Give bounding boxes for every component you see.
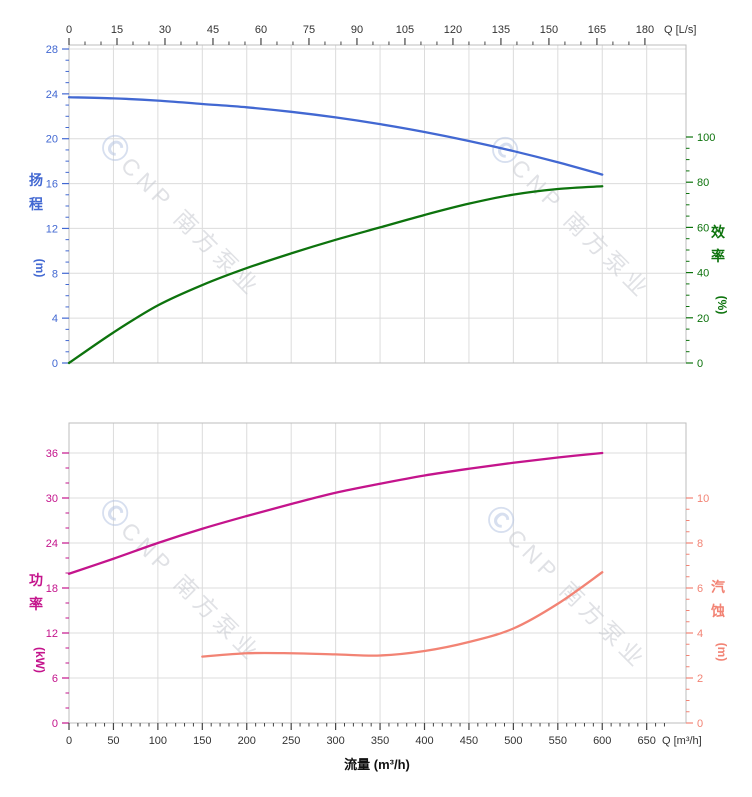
svg-text:200: 200 bbox=[238, 735, 256, 747]
svg-text:135: 135 bbox=[492, 24, 510, 36]
svg-text:105: 105 bbox=[396, 24, 414, 36]
svg-text:350: 350 bbox=[371, 735, 389, 747]
svg-text:(kW): (kW) bbox=[33, 647, 47, 673]
svg-text:10: 10 bbox=[697, 493, 709, 505]
svg-text:550: 550 bbox=[549, 735, 567, 747]
top-axis-unit-label: Q [L/s] bbox=[664, 24, 696, 36]
head-curve bbox=[67, 96, 604, 176]
plot-frame bbox=[68, 44, 687, 364]
watermark-text: CNP 南方泵业 bbox=[116, 152, 266, 302]
svg-text:24: 24 bbox=[46, 89, 58, 101]
svg-text:率: 率 bbox=[711, 248, 725, 264]
svg-text:扬: 扬 bbox=[29, 172, 43, 188]
x-axis-top: 0 15 30 45 60 75 90 105 120 135 150 165 180 Q [L/s] bbox=[66, 24, 696, 45]
svg-text:120: 120 bbox=[444, 24, 462, 36]
axis-title-汽蚀: 汽蚀 (m) bbox=[710, 579, 729, 661]
svg-text:650: 650 bbox=[638, 735, 656, 747]
svg-text:250: 250 bbox=[282, 735, 300, 747]
svg-text:(m): (m) bbox=[715, 643, 729, 662]
svg-text:30: 30 bbox=[159, 24, 171, 36]
svg-text:30: 30 bbox=[46, 493, 58, 505]
svg-text:(%): (%) bbox=[715, 296, 729, 315]
svg-text:4: 4 bbox=[697, 628, 703, 640]
y-axis-扬程: 0 4 8 12 16 20 24 28 bbox=[46, 44, 69, 370]
svg-text:150: 150 bbox=[540, 24, 558, 36]
svg-text:6: 6 bbox=[697, 583, 703, 595]
svg-text:165: 165 bbox=[588, 24, 606, 36]
grid bbox=[69, 45, 686, 363]
svg-text:0: 0 bbox=[66, 24, 72, 36]
axis-title-扬程: 扬程 (m) bbox=[29, 172, 47, 277]
svg-text:0: 0 bbox=[697, 358, 703, 370]
axis-title-功率: 功率 (kW) bbox=[29, 572, 47, 673]
npsh-curve bbox=[201, 571, 604, 658]
y-axis-效率: 0 20 40 60 80 100 bbox=[686, 132, 715, 370]
svg-text:60: 60 bbox=[697, 222, 709, 234]
svg-text:60: 60 bbox=[255, 24, 267, 36]
bottom-axis-unit-label: Q [m³/h] bbox=[662, 735, 702, 747]
svg-text:20: 20 bbox=[697, 313, 709, 325]
svg-text:0: 0 bbox=[52, 718, 58, 730]
svg-text:150: 150 bbox=[193, 735, 211, 747]
svg-text:程: 程 bbox=[29, 196, 43, 212]
svg-text:45: 45 bbox=[207, 24, 219, 36]
watermark-text: CNP 南方泵业 bbox=[506, 154, 656, 304]
svg-text:100: 100 bbox=[697, 132, 715, 144]
grid bbox=[69, 423, 686, 723]
svg-text:4: 4 bbox=[52, 313, 58, 325]
svg-text:36: 36 bbox=[46, 448, 58, 460]
svg-text:0: 0 bbox=[697, 718, 703, 730]
svg-text:500: 500 bbox=[504, 735, 522, 747]
svg-text:20: 20 bbox=[46, 134, 58, 146]
y-axis-汽蚀: 0 2 4 6 8 10 bbox=[686, 493, 709, 730]
svg-text:450: 450 bbox=[460, 735, 478, 747]
svg-text:18: 18 bbox=[46, 583, 58, 595]
x-axis-title: 流量 (m³/h) bbox=[344, 757, 410, 772]
svg-text:75: 75 bbox=[303, 24, 315, 36]
svg-text:28: 28 bbox=[46, 44, 58, 56]
svg-text:12: 12 bbox=[46, 628, 58, 640]
watermark-text: CNP 南方泵业 bbox=[502, 524, 652, 674]
svg-text:50: 50 bbox=[107, 735, 119, 747]
svg-text:6: 6 bbox=[52, 673, 58, 685]
svg-text:15: 15 bbox=[111, 24, 123, 36]
svg-text:180: 180 bbox=[636, 24, 654, 36]
svg-text:功: 功 bbox=[29, 572, 43, 588]
svg-text:蚀: 蚀 bbox=[710, 603, 725, 619]
svg-text:24: 24 bbox=[46, 538, 58, 550]
svg-text:率: 率 bbox=[29, 596, 43, 612]
svg-text:0: 0 bbox=[66, 735, 72, 747]
svg-text:80: 80 bbox=[697, 177, 709, 189]
power-curve bbox=[67, 451, 604, 575]
svg-text:12: 12 bbox=[46, 223, 58, 235]
x-axis-bottom: 0 50 100 150 200 250 300 350 400 450 500 550 600 650 Q… bbox=[66, 723, 702, 772]
svg-text:100: 100 bbox=[149, 735, 167, 747]
svg-text:600: 600 bbox=[593, 735, 611, 747]
svg-text:汽: 汽 bbox=[711, 579, 725, 595]
svg-text:300: 300 bbox=[326, 735, 344, 747]
svg-text:8: 8 bbox=[697, 538, 703, 550]
svg-text:90: 90 bbox=[351, 24, 363, 36]
axis-title-效率: 效率 (%) bbox=[711, 224, 729, 314]
y-axis-功率: 0 6 12 18 24 30 36 bbox=[46, 448, 69, 730]
svg-text:8: 8 bbox=[52, 268, 58, 280]
svg-text:40: 40 bbox=[697, 268, 709, 280]
svg-text:400: 400 bbox=[415, 735, 433, 747]
svg-text:效: 效 bbox=[711, 224, 726, 240]
svg-text:16: 16 bbox=[46, 179, 58, 191]
efficiency-curve bbox=[67, 185, 604, 365]
watermark-text: CNP 南方泵业 bbox=[116, 517, 266, 667]
svg-text:(m): (m) bbox=[33, 259, 47, 278]
svg-text:0: 0 bbox=[52, 358, 58, 370]
svg-text:2: 2 bbox=[697, 673, 703, 685]
